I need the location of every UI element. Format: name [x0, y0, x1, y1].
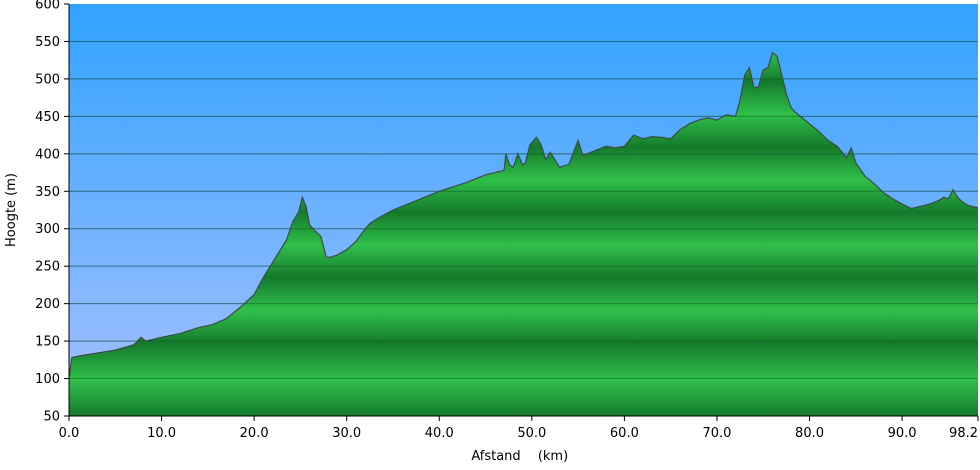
y-tick-label: 250	[35, 260, 60, 275]
x-tick-label: 90.0	[888, 426, 917, 441]
x-tick-label: 50.0	[517, 426, 546, 441]
x-axis-title: Afstand	[471, 449, 520, 464]
axes	[68, 4, 978, 417]
y-tick-label: 50	[43, 410, 60, 425]
x-axis-ticks: 0.0 10.0 20.0 30.0 40.0 50.0 60.0 70.0 80.0 90.0 9…	[59, 416, 979, 441]
x-tick-label: 70.0	[702, 426, 731, 441]
gridlines-over-area	[69, 40, 978, 380]
elevation-line	[69, 51, 978, 379]
x-tick-label: 30.0	[332, 426, 361, 441]
y-tick-label: 200	[35, 297, 60, 312]
elevation-area	[69, 52, 978, 416]
x-tick-label: 60.0	[610, 426, 639, 441]
y-tick-label: 300	[35, 222, 60, 237]
x-tick-label: 98.2	[949, 426, 978, 441]
y-axis-ticks: 50 100 150 200 250 300 350 400 450 500 550 600	[35, 0, 69, 425]
y-tick-label: 600	[35, 0, 60, 13]
y-tick-label: 450	[35, 110, 60, 125]
x-axis-unit: (km)	[538, 449, 568, 464]
y-tick-label: 550	[35, 35, 60, 50]
x-tick-label: 10.0	[147, 426, 176, 441]
y-tick-label: 100	[35, 372, 60, 387]
x-tick-label: 80.0	[795, 426, 824, 441]
y-tick-label: 150	[35, 335, 60, 350]
x-tick-label: 0.0	[59, 426, 80, 441]
y-axis-title: Hoogte (m)	[4, 173, 19, 247]
x-tick-label: 20.0	[240, 426, 269, 441]
y-tick-label: 400	[35, 147, 60, 162]
x-tick-label: 40.0	[425, 426, 454, 441]
y-tick-label: 350	[35, 185, 60, 200]
y-tick-label: 500	[35, 72, 60, 87]
